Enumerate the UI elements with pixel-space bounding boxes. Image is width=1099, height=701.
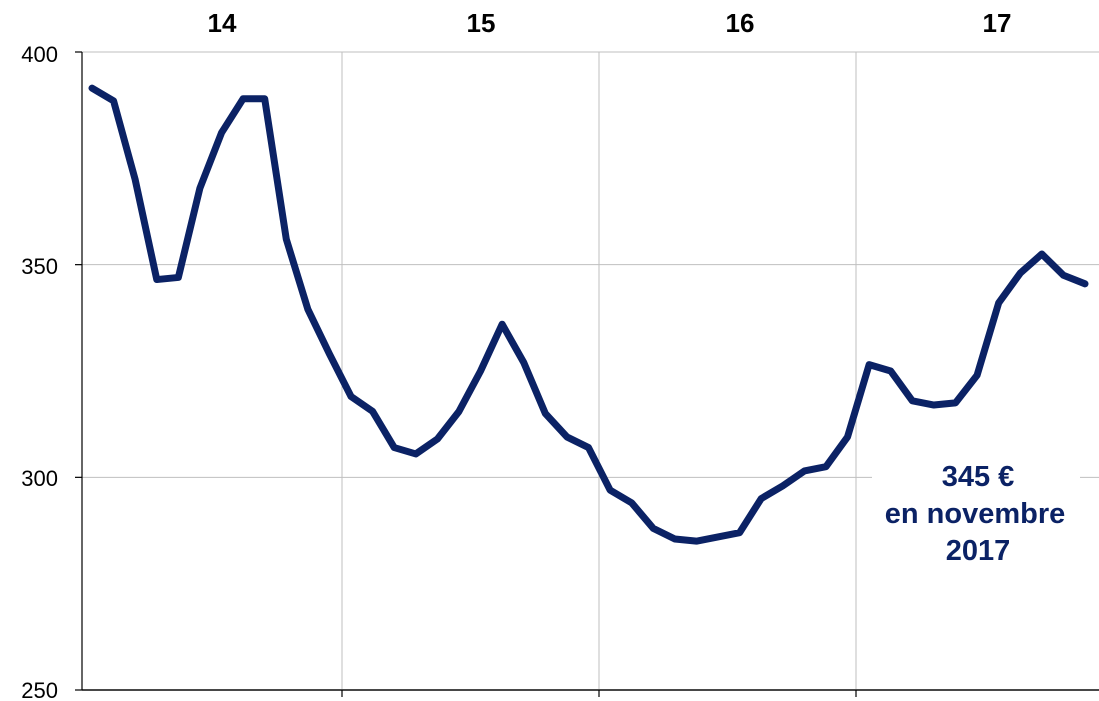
y-tick-label-350: 350: [21, 254, 58, 279]
y-tick-label-400: 400: [21, 42, 58, 67]
year-label-14: 14: [208, 8, 237, 38]
annotation-line-1: 345 €: [942, 461, 1015, 493]
annotation-line-2: en novembre: [885, 498, 1066, 530]
series-line: [88, 84, 1089, 545]
annotation-line-3: 2017: [946, 535, 1011, 567]
year-label-16: 16: [726, 8, 755, 38]
axis-ticks: [75, 51, 857, 697]
year-label-17: 17: [983, 8, 1012, 38]
y-tick-label-300: 300: [21, 466, 58, 491]
axes: [81, 52, 1099, 691]
gridlines: [82, 51, 1099, 691]
annotation-background: [872, 453, 1080, 571]
annotation: 345 € en novembre 2017: [872, 453, 1080, 571]
year-label-15: 15: [467, 8, 496, 38]
y-tick-label-250: 250: [21, 678, 58, 701]
tick-labels: 400 350 300 250 14 15 16 17: [21, 8, 1011, 701]
series-group: [88, 84, 1089, 545]
